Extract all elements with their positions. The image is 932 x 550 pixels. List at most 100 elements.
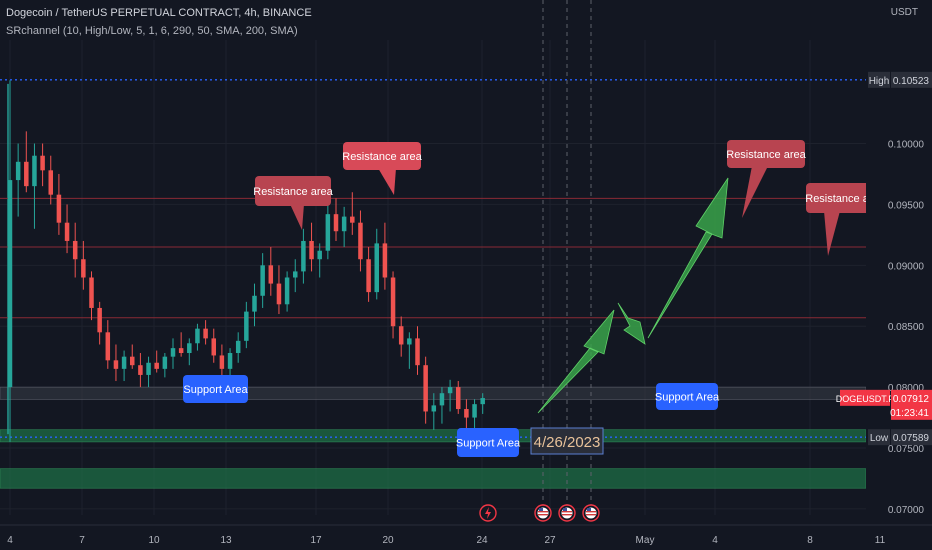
callout-label: Resistance area [342, 151, 422, 163]
candle-body [244, 311, 249, 341]
candle-body [211, 338, 216, 356]
candle-body [146, 362, 151, 375]
candle-body [97, 307, 102, 333]
flag-icon-stripe [538, 514, 548, 516]
candle-body [456, 387, 461, 410]
x-tick-label: May [636, 535, 655, 546]
us-flag-icon[interactable] [534, 504, 552, 522]
candle-body [130, 356, 135, 366]
candle-body [195, 328, 200, 344]
candle-body [423, 365, 428, 412]
candle-body [301, 240, 306, 272]
flag-icon-canton [587, 508, 591, 511]
callout-box [656, 383, 718, 410]
candle-body [203, 328, 208, 339]
candle-body [162, 356, 168, 369]
callout-tail [824, 211, 840, 256]
support-callout-3: Support Area [655, 383, 720, 410]
x-tick-label: 24 [476, 535, 488, 546]
high-tag: High 0.10523 [868, 71, 932, 88]
callout-label: Resistance area [253, 186, 333, 198]
resistance-callout-1: Resistance area [253, 176, 334, 230]
y-tick-label: 0.07000 [888, 505, 925, 516]
arrow-segment-1 [537, 309, 615, 414]
y-tick-label: 0.08000 [888, 383, 925, 394]
candle-body [276, 283, 282, 305]
candle-body [309, 240, 314, 260]
callout-label: Support Area [183, 384, 248, 396]
flag-icon-stripe [538, 511, 548, 513]
candle-body [407, 338, 412, 345]
date-label-box [530, 427, 604, 455]
callout-label: Resistance area [726, 149, 806, 161]
candle-body [472, 404, 477, 418]
candle-body [382, 243, 388, 278]
callouts: Resistance area Resistance area Resistance… [183, 140, 886, 457]
callout-tail [290, 204, 304, 230]
date-label-text: 4/26/2023 [534, 434, 601, 451]
candle-body [56, 194, 62, 223]
y-tick-label: 0.08500 [888, 322, 925, 333]
low-tag-value: 0.07589 [893, 433, 930, 444]
support-zone [0, 468, 867, 489]
callout-label: Support Area [456, 438, 521, 450]
callout-box [457, 428, 519, 457]
resistance-callout-2: Resistance area [342, 142, 423, 195]
us-flag-icon[interactable] [558, 504, 576, 522]
lightning-icon-bolt [485, 507, 491, 519]
candle-body [170, 348, 176, 357]
last-price-symbol-bg [840, 389, 890, 406]
resistance-callout-4: Resistance area [805, 183, 886, 256]
candle-body [15, 161, 21, 181]
candle-body [113, 360, 119, 369]
candle-body [81, 259, 86, 278]
last-price-value: 0.07912 [893, 394, 930, 405]
callout-tail [378, 168, 396, 195]
candle-body [398, 326, 404, 345]
candle-body [7, 180, 13, 388]
candle-body [252, 295, 257, 312]
support-callout-1: Support Area [183, 375, 248, 403]
candle-body [431, 405, 437, 412]
candle-body [480, 398, 485, 405]
time-axis: 4 7 10 13 17 20 24 27 May 4 8 11 [0, 524, 932, 546]
x-tick-label: 11 [875, 535, 886, 546]
candle-body [154, 362, 159, 369]
candle-body [105, 332, 111, 361]
candle-body [464, 409, 469, 418]
resistance-levels [0, 197, 866, 319]
flag-icon-stripe [562, 511, 572, 513]
callout-box [343, 142, 421, 170]
x-tick-label: 7 [79, 535, 85, 546]
indicator-title: SRchannel (10, High/Low, 5, 1, 6, 290, 5… [6, 25, 298, 37]
candle-body [374, 243, 379, 293]
x-tick-label: 10 [148, 535, 160, 546]
low-tag-title-bg [868, 429, 890, 446]
high-tag-title: High [869, 76, 890, 87]
candle-body [447, 387, 453, 394]
candle-body [121, 356, 127, 369]
candle-body [350, 216, 355, 223]
candle-body [415, 338, 420, 366]
candle-body [138, 365, 143, 375]
currency-label: USDT [890, 7, 918, 18]
callout-box [255, 176, 331, 206]
candle-body [219, 355, 225, 369]
event-markers [479, 504, 600, 522]
us-flag-icon[interactable] [582, 504, 600, 522]
candle-body [89, 277, 94, 308]
lightning-icon[interactable] [479, 504, 497, 522]
candle-body [260, 265, 265, 296]
y-tick-label: 0.07500 [888, 444, 925, 455]
candle-body [72, 240, 78, 260]
candle-body [317, 250, 322, 260]
candle-body [178, 348, 184, 354]
date-label: 4/26/2023 [530, 427, 604, 455]
candle-body [235, 340, 241, 354]
callout-box [183, 375, 248, 403]
support-callout-2: Support Area [456, 428, 521, 457]
candle-body [187, 343, 192, 354]
x-tick-label: 17 [310, 535, 322, 546]
